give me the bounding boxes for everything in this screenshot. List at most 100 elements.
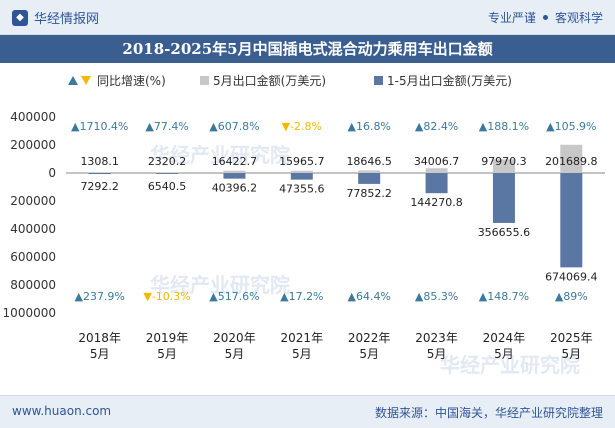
- cumulative-value-label: 356655.6: [478, 226, 531, 239]
- may-value-label: 18646.5: [346, 155, 392, 168]
- brand: ◆ 华经情报网: [12, 8, 99, 27]
- cumulative-value-label: 7292.2: [80, 180, 119, 193]
- may-bar: [223, 170, 246, 173]
- value-labels-group: 1308.1 7292.2 ▲1710.4% ▲237.9% 2320.2 6540.5 ▲…: [71, 120, 598, 303]
- triangle-down-icon: [81, 76, 91, 85]
- may-bar: [560, 144, 583, 173]
- y-tick-label: 400000: [10, 222, 56, 236]
- cumulative-growth-label: ▲148.7%: [479, 290, 529, 303]
- cumulative-bar: [156, 173, 179, 174]
- x-axis: 2018年 5月 2019年 5月 2020年 5月 2021年 5月 2022年 5月 2023年…: [78, 331, 592, 361]
- may-growth-label: ▲1710.4%: [71, 120, 128, 133]
- cumulative-value-label: 40396.2: [212, 182, 258, 195]
- y-tick-label: 0: [48, 166, 56, 180]
- footer-bar: www.huaon.com 数据来源：中国海关，华经产业研究院整理: [0, 395, 615, 428]
- y-tick-label: 600000: [10, 250, 56, 264]
- y-tick-label: 200000: [10, 194, 56, 208]
- watermark-2: 华经产业研究院: [150, 273, 290, 297]
- x-tick-label-month: 5月: [90, 347, 110, 361]
- x-tick-label-month: 5月: [225, 347, 245, 361]
- tag-separator-dot-icon: [542, 15, 548, 20]
- y-tick-label: 400000: [10, 110, 56, 124]
- brand-logo-icon: ◆: [12, 9, 28, 26]
- x-tick-label-year: 2019年: [146, 331, 189, 345]
- x-tick-label-month: 5月: [359, 347, 379, 361]
- may-value-label: 2320.2: [148, 155, 187, 168]
- may-bar: [156, 172, 179, 173]
- y-axis: 400000 200000 0 200000 400000 600000 800000 100…: [3, 110, 56, 320]
- legend-cumulative: 1-5月出口金额(万美元): [374, 72, 512, 89]
- tag-objective: 客观科学: [554, 11, 603, 25]
- cumulative-growth-label: ▲517.6%: [209, 290, 259, 303]
- may-value-label: 34006.7: [414, 155, 460, 168]
- may-growth-label: ▲82.4%: [415, 120, 458, 133]
- x-tick-label-year: 2023年: [415, 331, 458, 345]
- cumulative-bar: [425, 173, 448, 194]
- x-tick-label-year: 2021年: [281, 331, 324, 345]
- legend-may-label: 5月出口金额(万美元): [213, 74, 326, 88]
- x-tick-label-year: 2020年: [213, 331, 256, 345]
- cumulative-value-label: 6540.5: [148, 180, 187, 193]
- cumulative-value-label: 674069.4: [545, 270, 598, 283]
- x-tick-label-year: 2025年: [550, 331, 593, 345]
- legend-may: 5月出口金额(万美元): [200, 72, 326, 89]
- cumulative-bar: [358, 173, 381, 184]
- title-bar: 2018-2025年5月中国插电式混合动力乘用车出口金额: [0, 35, 615, 63]
- may-growth-label: ▲607.8%: [209, 120, 259, 133]
- legend-growth: 同比增速(%): [68, 72, 166, 89]
- cumulative-bar: [560, 173, 583, 268]
- x-tick-label-year: 2022年: [348, 331, 391, 345]
- footer-site: www.huaon.com: [12, 404, 112, 418]
- may-growth-label: ▼-2.8%: [282, 120, 322, 133]
- cumulative-value-label: 47355.6: [279, 183, 325, 196]
- may-bar: [492, 159, 515, 173]
- legend-cumulative-label: 1-5月出口金额(万美元): [387, 74, 512, 88]
- legend-may-swatch: [200, 76, 209, 85]
- may-value-label: 1308.1: [80, 155, 119, 168]
- cumulative-bar: [290, 173, 313, 180]
- chart-title: 2018-2025年5月中国插电式混合动力乘用车出口金额: [122, 40, 493, 58]
- x-tick-label-month: 5月: [157, 347, 177, 361]
- cumulative-value-label: 77852.2: [346, 187, 392, 200]
- may-bar: [88, 172, 111, 173]
- header-tags: 专业严谨 客观科学: [488, 9, 603, 26]
- footer-source: 数据来源：中国海关，华经产业研究院整理: [374, 406, 603, 420]
- may-growth-label: ▲188.1%: [479, 120, 529, 133]
- cumulative-growth-label: ▼-10.3%: [143, 290, 190, 303]
- cumulative-bar: [223, 173, 246, 179]
- watermark-3: 华经产业研究院: [440, 353, 580, 377]
- legend-cumulative-swatch: [374, 76, 383, 85]
- x-tick-label-year: 2024年: [483, 331, 526, 345]
- may-bar: [425, 168, 448, 173]
- y-tick-label: 200000: [10, 138, 56, 152]
- x-tick-label-month: 5月: [292, 347, 312, 361]
- cumulative-growth-label: ▲64.4%: [347, 290, 390, 303]
- cumulative-bar: [88, 173, 111, 175]
- bar-chart: 华经产业研究院 华经产业研究院 华经产业研究院 400000 200000 0 200…: [3, 110, 605, 377]
- x-tick-label-year: 2018年: [78, 331, 121, 345]
- watermark-1: 华经产业研究院: [150, 143, 290, 167]
- may-bar: [358, 170, 381, 173]
- x-tick-label-month: 5月: [561, 347, 581, 361]
- may-value-label: 97970.3: [481, 155, 527, 168]
- may-value-label: 16422.7: [212, 155, 258, 168]
- cumulative-value-label: 144270.8: [410, 196, 463, 209]
- chart-legend: 同比增速(%) 5月出口金额(万美元) 1-5月出口金额(万美元): [0, 70, 615, 92]
- top-banner: ◆ 华经情报网 专业严谨 客观科学: [0, 0, 615, 35]
- may-growth-label: ▲77.4%: [145, 120, 188, 133]
- x-tick-label-month: 5月: [427, 347, 447, 361]
- may-bar: [290, 170, 313, 173]
- brand-name: 华经情报网: [34, 12, 100, 27]
- y-tick-label: 1000000: [3, 306, 56, 320]
- y-tick-label: 800000: [10, 278, 56, 292]
- legend-growth-label: 同比增速(%): [97, 74, 166, 88]
- cumulative-growth-label: ▲89%: [555, 290, 588, 303]
- may-growth-label: ▲105.9%: [546, 120, 596, 133]
- x-tick-label-month: 5月: [494, 347, 514, 361]
- cumulative-bar: [492, 173, 515, 223]
- may-value-label: 201689.8: [545, 155, 598, 168]
- cumulative-growth-label: ▲17.2%: [280, 290, 323, 303]
- may-value-label: 15965.7: [279, 155, 325, 168]
- cumulative-growth-label: ▲85.3%: [415, 290, 458, 303]
- tag-professional: 专业严谨: [487, 11, 536, 25]
